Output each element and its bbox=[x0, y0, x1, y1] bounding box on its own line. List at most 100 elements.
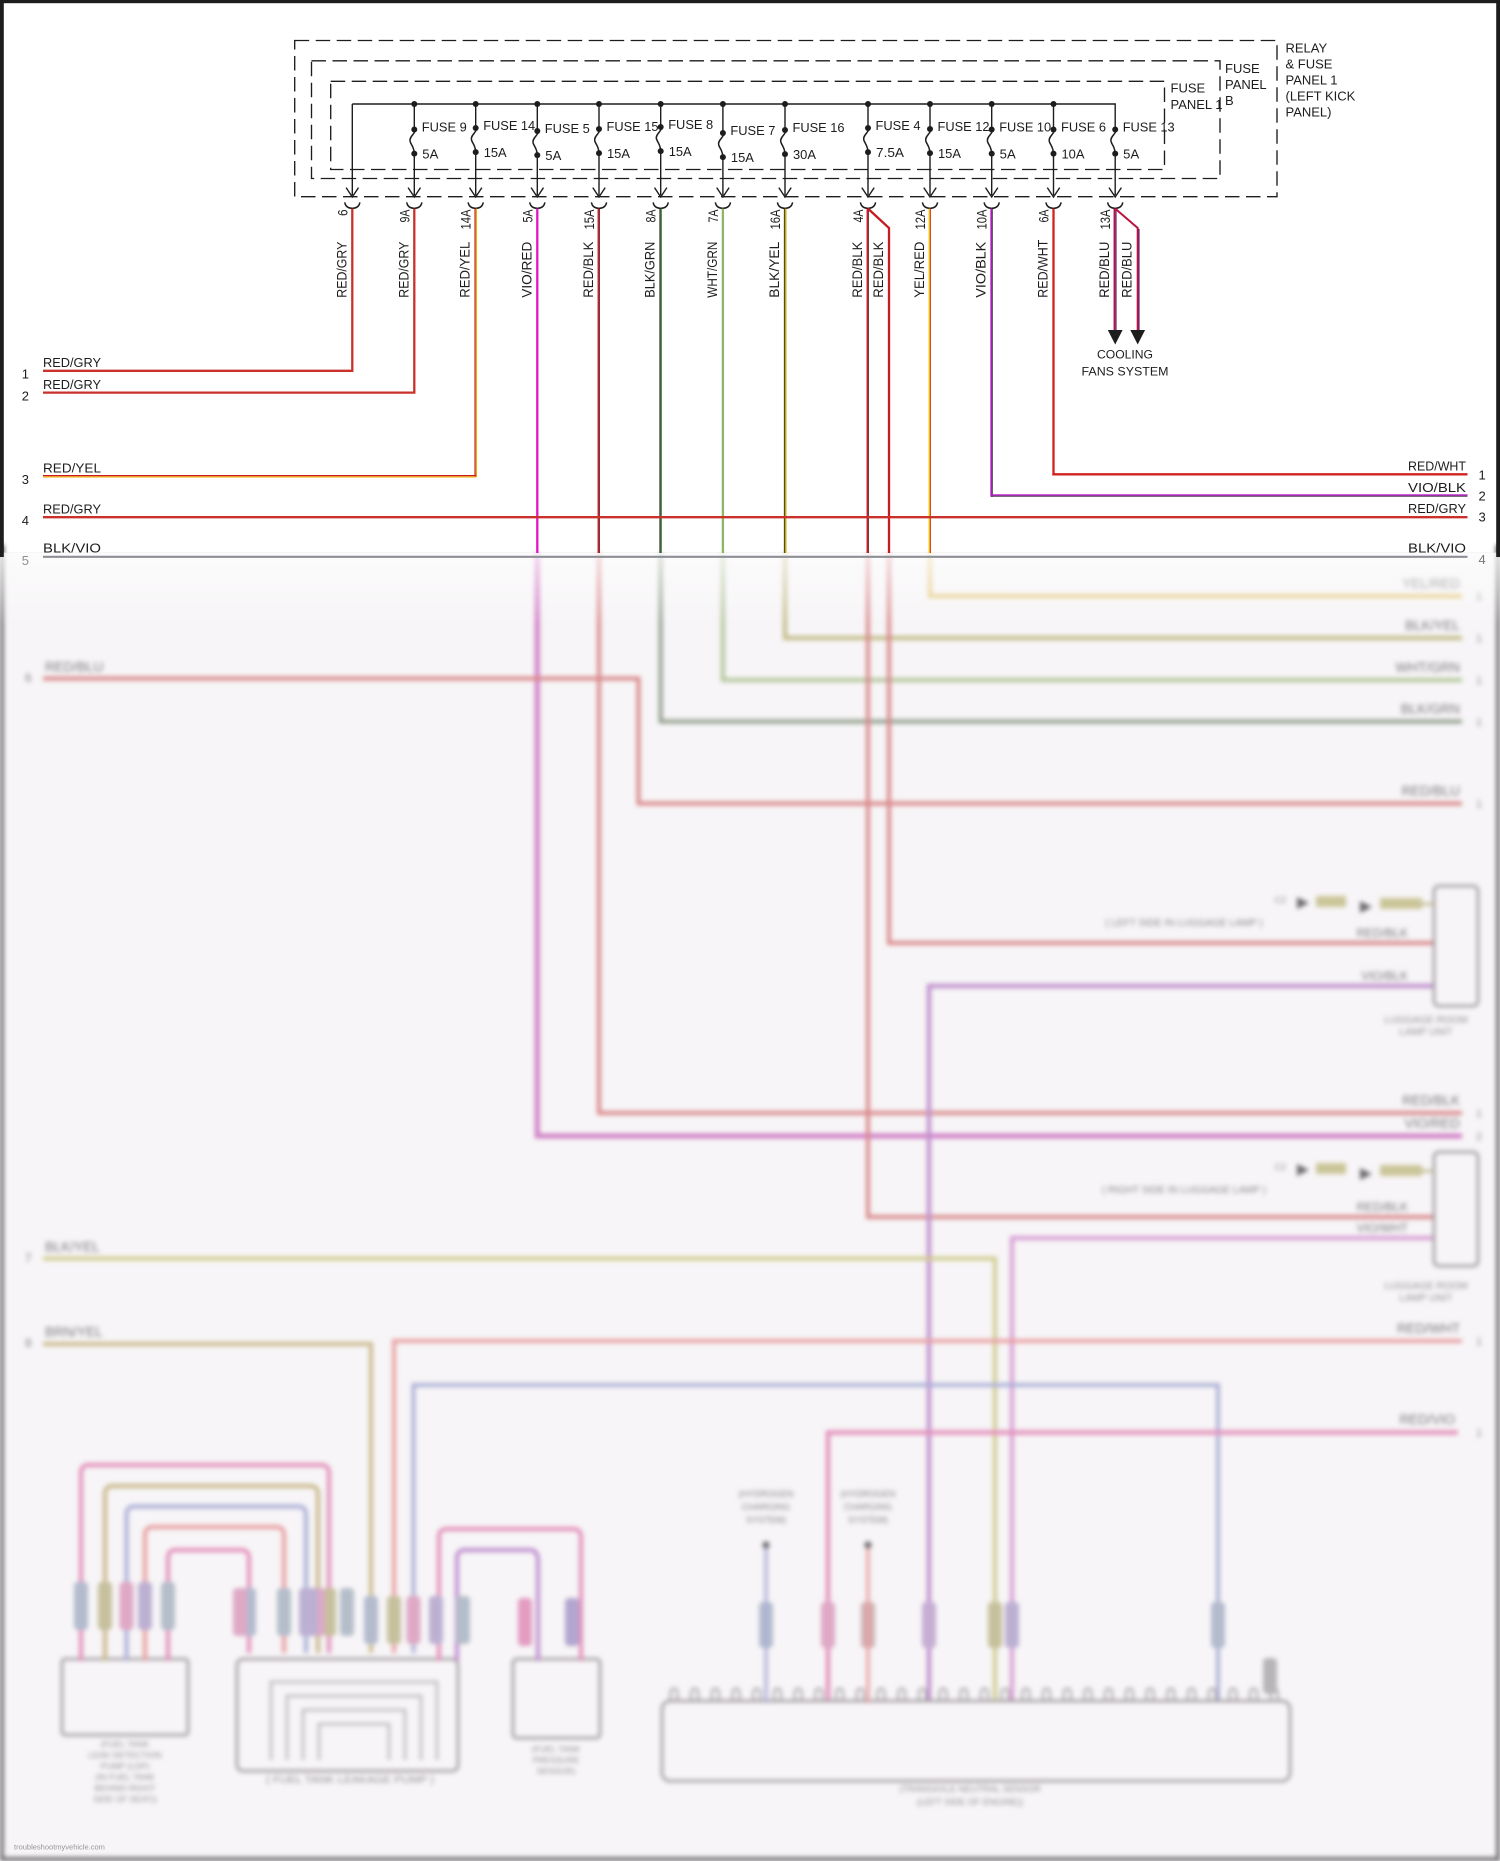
svg-text:RED/GRY: RED/GRY bbox=[43, 355, 101, 370]
svg-text:RED/VIO: RED/VIO bbox=[1399, 1412, 1455, 1427]
svg-text:FUSE 13: FUSE 13 bbox=[1123, 120, 1175, 135]
svg-text:FUSE 5: FUSE 5 bbox=[545, 121, 590, 136]
svg-text:RED/BLU: RED/BLU bbox=[1401, 784, 1460, 799]
svg-text:FUSE: FUSE bbox=[1225, 61, 1260, 76]
svg-text:BLK/VIO: BLK/VIO bbox=[1408, 541, 1466, 556]
svg-text:15A: 15A bbox=[607, 146, 630, 161]
svg-text:C2: C2 bbox=[1274, 895, 1286, 905]
svg-text:RED/WHT: RED/WHT bbox=[1397, 1321, 1460, 1336]
svg-text:6: 6 bbox=[335, 210, 350, 217]
svg-text:8: 8 bbox=[25, 1336, 32, 1350]
svg-text:BEHIND RIGHT: BEHIND RIGHT bbox=[95, 1783, 156, 1793]
svg-text:VIO/RED: VIO/RED bbox=[519, 241, 534, 297]
svg-text:4: 4 bbox=[1479, 552, 1486, 567]
svg-text:15A: 15A bbox=[484, 145, 507, 160]
svg-text:COOLING: COOLING bbox=[1097, 348, 1153, 362]
svg-text:VIO/BLK: VIO/BLK bbox=[974, 242, 989, 298]
svg-text:6: 6 bbox=[25, 671, 32, 685]
svg-text:RED/GRY: RED/GRY bbox=[43, 377, 101, 392]
svg-text:LUGGAGE ROOM: LUGGAGE ROOM bbox=[1384, 1281, 1467, 1292]
svg-text:1: 1 bbox=[1479, 468, 1486, 483]
svg-text:BLK/GRN: BLK/GRN bbox=[1401, 702, 1460, 717]
svg-text:PANEL 1: PANEL 1 bbox=[1286, 73, 1338, 88]
svg-text:RED/YEL: RED/YEL bbox=[458, 241, 473, 297]
svg-text:SIDE OF SEAT)): SIDE OF SEAT)) bbox=[93, 1794, 157, 1804]
svg-text:VIO/BLK: VIO/BLK bbox=[1361, 969, 1408, 983]
svg-text:FUSE 14: FUSE 14 bbox=[483, 118, 535, 133]
svg-text:(HYDROGEN: (HYDROGEN bbox=[840, 1489, 895, 1499]
svg-text:FUSE 6: FUSE 6 bbox=[1061, 120, 1106, 135]
svg-text:BLK/YEL: BLK/YEL bbox=[767, 241, 782, 297]
svg-text:RED/BLK: RED/BLK bbox=[1357, 926, 1408, 940]
svg-text:FUSE 16: FUSE 16 bbox=[793, 120, 845, 135]
svg-text:5A: 5A bbox=[1123, 147, 1139, 162]
svg-text:( FUEL TANK LEAKAGE PUMP ): ( FUEL TANK LEAKAGE PUMP ) bbox=[266, 1775, 434, 1786]
svg-text:12A: 12A bbox=[913, 210, 928, 230]
svg-text:7A: 7A bbox=[706, 210, 721, 223]
svg-text:RED/BLK: RED/BLK bbox=[581, 242, 596, 298]
svg-text:RED/BLU: RED/BLU bbox=[45, 660, 104, 675]
svg-text:SYSTEM): SYSTEM) bbox=[848, 1515, 888, 1525]
svg-text:1: 1 bbox=[1476, 633, 1482, 645]
svg-text:(TRANSAXLE NEUTRAL SENSOR: (TRANSAXLE NEUTRAL SENSOR bbox=[899, 1784, 1041, 1794]
svg-text:CHARGING: CHARGING bbox=[742, 1502, 791, 1512]
svg-text:16A: 16A bbox=[768, 210, 783, 230]
svg-text:13A: 13A bbox=[1098, 210, 1113, 230]
svg-text:BLK/YEL: BLK/YEL bbox=[45, 1240, 100, 1255]
svg-text:PANEL 1: PANEL 1 bbox=[1171, 97, 1223, 112]
svg-text:RED/BLU: RED/BLU bbox=[1097, 242, 1112, 298]
svg-text:3: 3 bbox=[1479, 510, 1486, 525]
svg-text:1: 1 bbox=[22, 367, 29, 382]
svg-text:RED/BLU: RED/BLU bbox=[1120, 242, 1135, 298]
svg-text:troubleshootmyvehicle.com: troubleshootmyvehicle.com bbox=[14, 1843, 105, 1852]
svg-text:RED/BLK: RED/BLK bbox=[871, 242, 886, 298]
svg-text:1: 1 bbox=[1476, 675, 1482, 687]
svg-text:5A: 5A bbox=[1000, 147, 1016, 162]
svg-text:2: 2 bbox=[1476, 1131, 1482, 1143]
svg-text:B: B bbox=[1225, 93, 1234, 108]
svg-text:LEAK DETECTION: LEAK DETECTION bbox=[88, 1750, 161, 1760]
svg-text:RED/YEL: RED/YEL bbox=[43, 461, 101, 476]
svg-text:SENSOR): SENSOR) bbox=[537, 1766, 576, 1776]
svg-text:1: 1 bbox=[1476, 1428, 1482, 1440]
svg-text:1: 1 bbox=[1476, 1108, 1482, 1120]
svg-text:9A: 9A bbox=[397, 210, 412, 223]
svg-text:10A: 10A bbox=[975, 210, 990, 230]
svg-text:5A: 5A bbox=[545, 148, 561, 163]
svg-text:CHARGING: CHARGING bbox=[844, 1502, 893, 1512]
svg-text:PANEL): PANEL) bbox=[1286, 105, 1332, 120]
svg-text:FUSE 8: FUSE 8 bbox=[668, 117, 713, 132]
svg-text:RED/WHT: RED/WHT bbox=[1408, 459, 1466, 474]
svg-text:RED/BLK: RED/BLK bbox=[850, 242, 865, 298]
svg-text:RED/GRY: RED/GRY bbox=[396, 242, 411, 298]
svg-text:& FUSE: & FUSE bbox=[1286, 57, 1333, 72]
svg-text:RED/GRY: RED/GRY bbox=[334, 242, 349, 298]
svg-text:7: 7 bbox=[25, 1251, 32, 1265]
svg-text:FUSE 9: FUSE 9 bbox=[422, 120, 467, 135]
svg-text:6A: 6A bbox=[1037, 210, 1052, 223]
svg-text:FUSE 15: FUSE 15 bbox=[607, 119, 659, 134]
svg-text:BRN/YEL: BRN/YEL bbox=[45, 1325, 103, 1340]
svg-text:PUMP (LDP): PUMP (LDP) bbox=[101, 1761, 150, 1771]
svg-text:RED/GRY: RED/GRY bbox=[43, 502, 101, 517]
svg-text:FUSE 12: FUSE 12 bbox=[938, 119, 990, 134]
svg-text:WHT/GRN: WHT/GRN bbox=[1396, 660, 1461, 675]
svg-text:C2: C2 bbox=[1274, 1162, 1286, 1172]
svg-text:14A: 14A bbox=[459, 210, 474, 230]
svg-text:RED/BLK: RED/BLK bbox=[1402, 1093, 1460, 1108]
svg-text:15A: 15A bbox=[938, 146, 961, 161]
svg-text:(FUEL TANK: (FUEL TANK bbox=[532, 1744, 581, 1754]
svg-text:VIO/RED: VIO/RED bbox=[1404, 1116, 1460, 1131]
svg-text:FUSE 7: FUSE 7 bbox=[730, 123, 775, 138]
svg-text:RED/WHT: RED/WHT bbox=[1036, 240, 1051, 298]
svg-text:4A: 4A bbox=[851, 210, 866, 223]
svg-text:( RIGHT SIDE IN LUGGAGE LAMP ): ( RIGHT SIDE IN LUGGAGE LAMP ) bbox=[1102, 1185, 1266, 1196]
svg-text:RED/GRY: RED/GRY bbox=[1408, 501, 1466, 516]
svg-text:1: 1 bbox=[1476, 799, 1482, 811]
svg-text:RED/BLK: RED/BLK bbox=[1357, 1200, 1408, 1214]
svg-text:LAMP UNIT: LAMP UNIT bbox=[1399, 1293, 1452, 1304]
svg-text:BLK/GRN: BLK/GRN bbox=[643, 242, 658, 298]
svg-text:RELAY: RELAY bbox=[1286, 41, 1328, 56]
svg-text:PRESSURE: PRESSURE bbox=[533, 1755, 580, 1765]
svg-text:( LEFT SIDE IN LUGGAGE LAMP ): ( LEFT SIDE IN LUGGAGE LAMP ) bbox=[1105, 918, 1262, 929]
